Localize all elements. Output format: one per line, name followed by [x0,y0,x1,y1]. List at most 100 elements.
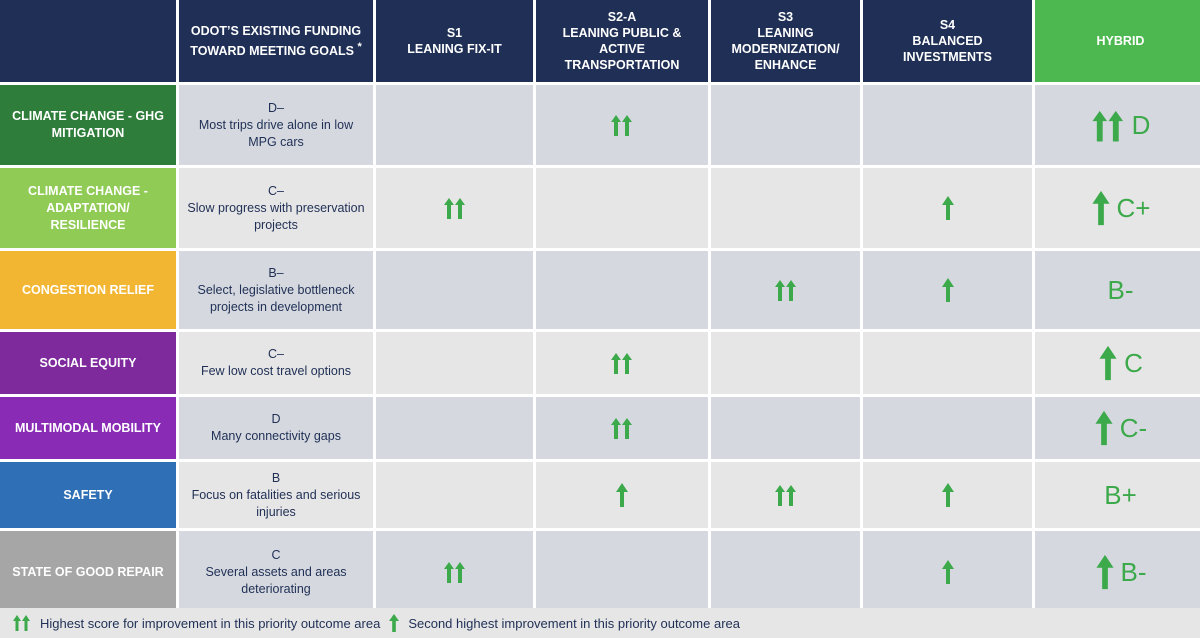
single-up-arrow-icon [941,482,955,508]
header-funding: ODOT’S EXISTING FUNDING TOWARD MEETING G… [179,0,373,82]
header-s1-id: S1 [446,26,463,40]
existing-description: Several assets and areas deteriorating [205,564,347,596]
score-cell-s1 [376,397,533,459]
score-cell-s1 [376,462,533,528]
existing-description: Focus on fatalities and serious injuries [191,487,361,519]
score-cell-s4 [863,168,1032,248]
score-cell-s2a [536,462,708,528]
header-goals [0,0,176,82]
score-cell-s4 [863,462,1032,528]
single-up-arrow-icon [941,195,955,221]
hybrid-grade: B- [1120,557,1147,587]
hybrid-cell: D [1035,85,1200,165]
single-up-arrow-icon [388,613,400,633]
score-cell-s2a [536,85,708,165]
score-cell-s4 [863,531,1032,613]
score-cell-s4 [863,332,1032,394]
hybrid-cell: C- [1035,397,1200,459]
score-cell-s4 [863,397,1032,459]
header-hybrid: HYBRID [1035,0,1200,82]
score-cell-s4 [863,251,1032,329]
header-s4-id: S4 [939,18,956,32]
header-s3-name: LEANING MODERNIZATION/ ENHANCE [731,26,840,72]
existing-funding-cell: C Several assets and areas deteriorating [179,531,373,613]
score-cell-s3 [711,531,860,613]
existing-funding-cell: D Many connectivity gaps [179,397,373,459]
double-up-arrow-icon [774,483,798,507]
existing-description: Few low cost travel options [200,364,352,378]
hybrid-grade: C+ [1116,193,1151,223]
score-cell-s2a [536,251,708,329]
hybrid-grade: C- [1119,413,1148,443]
score-cell-s2a [536,531,708,613]
double-up-arrow-icon [610,351,634,375]
score-cell-s3 [711,332,860,394]
score-cell-s2a [536,168,708,248]
score-cell-s1 [376,531,533,613]
header-s3-id: S3 [777,10,794,24]
existing-grade: C [271,547,281,562]
score-cell-s3 [711,462,860,528]
double-up-arrow-icon [610,416,634,440]
hybrid-cell: B+ [1035,462,1200,528]
score-cell-s1 [376,251,533,329]
score-cell-s1 [376,332,533,394]
row-label: CONGESTION RELIEF [0,251,176,329]
header-s1-name: LEANING FIX-IT [407,42,502,56]
header-s1: S1 LEANING FIX-IT [376,0,533,82]
existing-grade: C– [268,347,284,361]
row-label: SOCIAL EQUITY [0,332,176,394]
legend-single-label: Second highest improvement in this prior… [408,615,740,631]
header-funding-note: * [357,40,362,53]
hybrid-grade: B- [1107,275,1134,305]
hybrid-cell: B- [1035,251,1200,329]
double-up-arrow-icon [1091,108,1126,143]
single-up-arrow-icon [1094,409,1114,447]
existing-grade: B [271,470,281,485]
double-up-arrow-icon [774,278,798,302]
single-up-arrow-icon [941,277,955,303]
hybrid-cell: C+ [1035,168,1200,248]
header-funding-label: ODOT’S EXISTING FUNDING TOWARD MEETING G… [190,23,362,59]
existing-funding-cell: C– Few low cost travel options [179,332,373,394]
double-up-arrow-icon [443,560,467,584]
existing-grade: C– [268,183,284,198]
score-cell-s2a [536,332,708,394]
single-up-arrow-icon [1098,344,1118,382]
row-label: CLIMATE CHANGE - ADAPTATION/ RESILIENCE [0,168,176,248]
header-s2a: S2-A LEANING PUBLIC & ACTIVE TRANSPORTAT… [536,0,708,82]
score-cell-s3 [711,251,860,329]
existing-grade: B– [268,265,284,280]
legend-double-label: Highest score for improvement in this pr… [40,615,381,631]
score-cell-s2a [536,397,708,459]
score-cell-s1 [376,85,533,165]
hybrid-grade: D [1131,110,1151,140]
existing-description: Most trips drive alone in low MPG cars [198,117,354,149]
hybrid-cell: C [1035,332,1200,394]
legend: Highest score for improvement in this pr… [0,608,1200,638]
header-s2a-id: S2-A [607,10,637,24]
double-up-arrow-icon [443,196,467,220]
score-cell-s4 [863,85,1032,165]
existing-funding-cell: B– Select, legislative bottleneck project… [179,251,373,329]
header-s4: S4 BALANCED INVESTMENTS [863,0,1032,82]
score-cell-s3 [711,168,860,248]
header-s3: S3 LEANING MODERNIZATION/ ENHANCE [711,0,860,82]
single-up-arrow-icon [1091,189,1111,227]
hybrid-grade: B+ [1104,480,1137,510]
existing-funding-cell: C– Slow progress with preservation projec… [179,168,373,248]
double-up-arrow-icon [610,113,634,137]
row-label: MULTIMODAL MOBILITY [0,397,176,459]
header-s2a-name: LEANING PUBLIC & ACTIVE TRANSPORTATION [562,26,682,72]
single-up-arrow-icon [1095,553,1115,591]
comparison-table: ODOT’S EXISTING FUNDING TOWARD MEETING G… [0,0,1200,613]
row-label: CLIMATE CHANGE - GHG MITIGATION [0,85,176,165]
score-cell-s3 [711,85,860,165]
existing-funding-cell: B Focus on fatalities and serious injurie… [179,462,373,528]
hybrid-cell: B- [1035,531,1200,613]
row-label: SAFETY [0,462,176,528]
double-up-arrow-icon [12,614,32,632]
existing-grade: D [271,412,281,426]
score-cell-s3 [711,397,860,459]
existing-funding-cell: D– Most trips drive alone in low MPG cars [179,85,373,165]
